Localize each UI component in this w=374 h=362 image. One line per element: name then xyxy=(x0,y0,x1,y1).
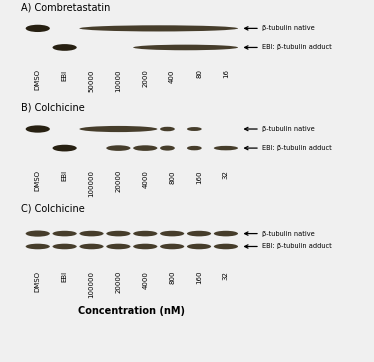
Text: Concentration (nM): Concentration (nM) xyxy=(78,306,186,316)
Text: 32: 32 xyxy=(223,170,229,179)
Text: EBI: EBI xyxy=(62,271,68,282)
Ellipse shape xyxy=(26,25,50,32)
Text: EBI: EBI xyxy=(62,70,68,80)
Text: β-tubulin native: β-tubulin native xyxy=(262,25,315,31)
Ellipse shape xyxy=(106,231,131,236)
Text: B) Colchicine: B) Colchicine xyxy=(21,103,84,113)
Ellipse shape xyxy=(79,231,104,236)
Text: 160: 160 xyxy=(196,271,202,284)
Ellipse shape xyxy=(133,244,157,249)
Ellipse shape xyxy=(187,231,211,236)
Text: EBI: β-tubulin adduct: EBI: β-tubulin adduct xyxy=(262,145,331,151)
Text: 100000: 100000 xyxy=(89,271,95,298)
Text: 4000: 4000 xyxy=(142,271,148,289)
Ellipse shape xyxy=(26,231,50,237)
Ellipse shape xyxy=(133,45,238,50)
Ellipse shape xyxy=(52,145,77,151)
Ellipse shape xyxy=(214,231,238,236)
Text: 800: 800 xyxy=(169,170,175,184)
Ellipse shape xyxy=(187,244,211,249)
Ellipse shape xyxy=(52,244,77,249)
Ellipse shape xyxy=(214,244,238,249)
Text: C) Colchicine: C) Colchicine xyxy=(21,203,84,214)
Text: 4000: 4000 xyxy=(142,170,148,188)
Text: 20000: 20000 xyxy=(116,170,122,193)
Text: DMSO: DMSO xyxy=(35,271,41,292)
Ellipse shape xyxy=(160,244,184,249)
Text: A) Combretastatin: A) Combretastatin xyxy=(21,2,110,12)
Ellipse shape xyxy=(214,146,238,150)
Ellipse shape xyxy=(52,231,77,236)
Ellipse shape xyxy=(106,145,131,151)
Text: 100000: 100000 xyxy=(89,170,95,197)
Ellipse shape xyxy=(52,44,77,51)
Text: 800: 800 xyxy=(169,271,175,284)
Ellipse shape xyxy=(26,244,50,249)
Text: 16: 16 xyxy=(223,70,229,79)
Ellipse shape xyxy=(79,126,157,132)
Text: 160: 160 xyxy=(196,170,202,184)
Ellipse shape xyxy=(79,244,104,249)
Text: EBI: β-tubulin adduct: EBI: β-tubulin adduct xyxy=(262,45,331,50)
Ellipse shape xyxy=(133,145,157,151)
Ellipse shape xyxy=(160,231,184,236)
Ellipse shape xyxy=(160,127,175,131)
Text: 2000: 2000 xyxy=(142,70,148,87)
Text: EBI: EBI xyxy=(62,170,68,181)
Ellipse shape xyxy=(187,127,202,131)
Ellipse shape xyxy=(106,244,131,249)
Text: DMSO: DMSO xyxy=(35,170,41,191)
Ellipse shape xyxy=(133,231,157,236)
Text: EBI: β-tubulin adduct: EBI: β-tubulin adduct xyxy=(262,244,331,249)
Text: 32: 32 xyxy=(223,271,229,279)
Ellipse shape xyxy=(26,125,50,132)
Text: β-tubulin native: β-tubulin native xyxy=(262,126,315,132)
Text: DMSO: DMSO xyxy=(35,70,41,90)
Text: 80: 80 xyxy=(196,70,202,79)
Text: 400: 400 xyxy=(169,70,175,83)
Text: β-tubulin native: β-tubulin native xyxy=(262,231,315,237)
Ellipse shape xyxy=(187,146,202,150)
Ellipse shape xyxy=(79,25,238,31)
Ellipse shape xyxy=(160,146,175,151)
Text: 50000: 50000 xyxy=(89,70,95,92)
Text: 10000: 10000 xyxy=(116,70,122,92)
Text: 20000: 20000 xyxy=(116,271,122,293)
